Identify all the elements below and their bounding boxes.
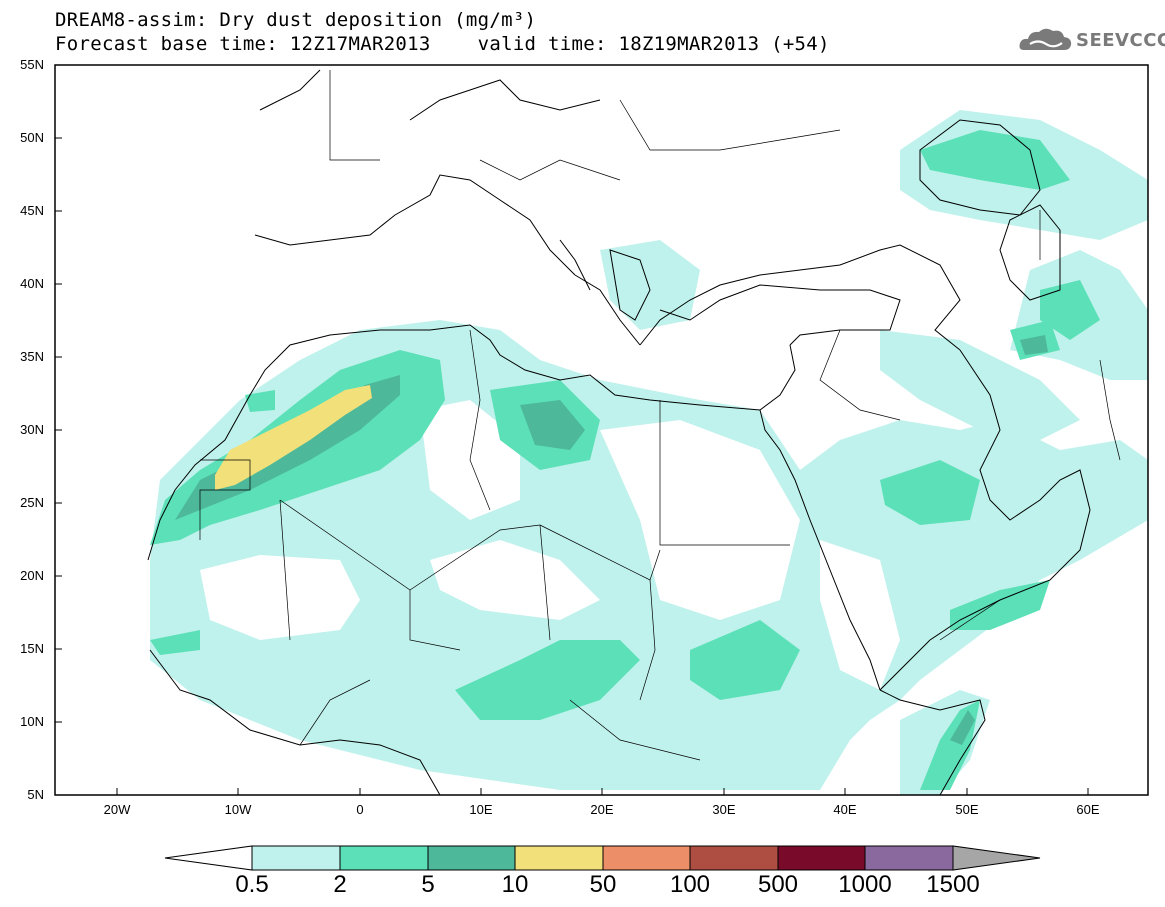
colorbar-label: 0.5 <box>235 871 269 898</box>
colorbar-label: 1500 <box>926 871 980 898</box>
lon-label: 20E <box>590 802 614 817</box>
deposition-contours <box>150 110 1148 795</box>
coastlines-and-borders <box>147 69 1091 795</box>
seevccc-logo: SEEVCCC <box>1018 26 1165 56</box>
contour-10-50 <box>215 385 372 490</box>
lat-label: 40N <box>20 276 44 291</box>
lon-label: 60E <box>1076 802 1100 817</box>
lat-label: 5N <box>27 787 44 802</box>
lat-label: 35N <box>20 349 44 364</box>
logo-text: SEEVCCC <box>1076 30 1165 51</box>
lon-label: 10E <box>469 802 493 817</box>
lon-label: 50E <box>955 802 979 817</box>
lat-label: 20N <box>20 568 44 583</box>
colorbar-label: 1000 <box>838 871 892 898</box>
colorbar-label: 2 <box>333 871 347 898</box>
colorbar-label: 50 <box>589 871 617 898</box>
lat-label: 45N <box>20 203 44 218</box>
lon-label: 20W <box>103 802 131 817</box>
lon-label: 30E <box>712 802 736 817</box>
lat-label: 15N <box>20 641 44 656</box>
country-borders <box>199 70 1121 761</box>
lat-label: 10N <box>20 714 44 729</box>
lat-label: 25N <box>20 495 44 510</box>
lon-label: 0 <box>356 802 364 817</box>
colorbar-label: 5 <box>421 871 435 898</box>
colorbar-label: 10 <box>501 871 529 898</box>
colorbar-label: 500 <box>757 871 799 898</box>
lat-label: 50N <box>20 130 44 145</box>
lat-label: 55N <box>20 57 44 72</box>
colorbar-label: 100 <box>669 871 711 898</box>
lon-label: 40E <box>833 802 857 817</box>
cloud-icon <box>1019 28 1072 50</box>
axis-ticks <box>55 64 1089 796</box>
lon-label: 10W <box>224 802 252 817</box>
forecast-time-line: Forecast base time: 12Z17MAR2013 valid t… <box>55 33 830 55</box>
lat-label: 30N <box>20 422 44 437</box>
map-title: DREAM8-assim: Dry dust deposition (mg/m³… <box>55 9 537 31</box>
